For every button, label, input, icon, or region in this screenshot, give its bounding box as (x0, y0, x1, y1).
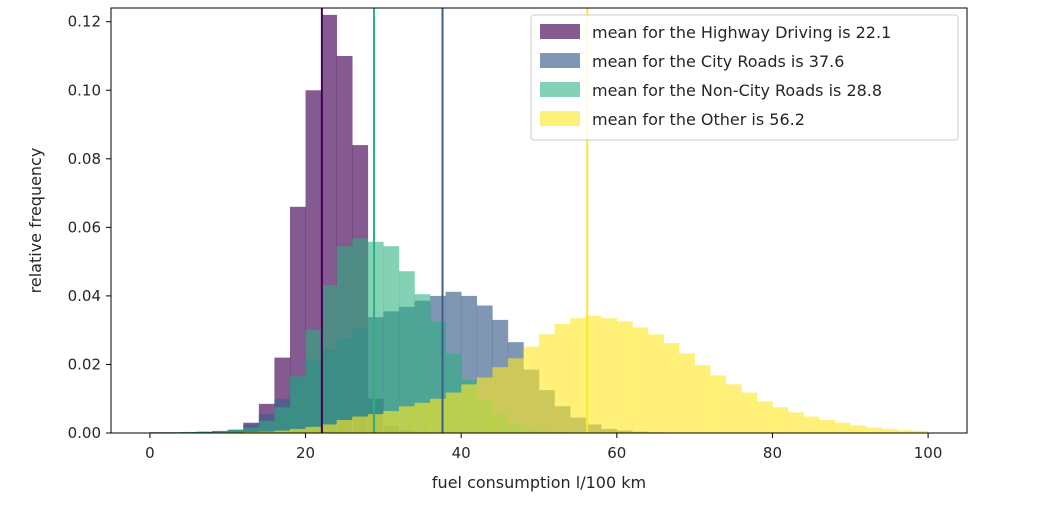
histogram-bar (290, 429, 306, 433)
legend-entry-label: mean for the Highway Driving is 22.1 (592, 23, 891, 42)
histogram-bar (259, 421, 275, 433)
histogram-bar (664, 343, 680, 433)
histogram-bar (741, 393, 757, 433)
histogram-bar (726, 384, 742, 433)
legend-entry-label: mean for the Other is 56.2 (592, 110, 805, 129)
histogram-bar (523, 347, 539, 433)
histogram-bar (881, 429, 897, 433)
histogram-bar (321, 285, 337, 433)
histogram-bar (446, 393, 462, 433)
legend-entry-label: mean for the Non-City Roads is 28.8 (592, 81, 882, 100)
histogram-bar (710, 375, 726, 433)
histogram-bar (648, 334, 664, 433)
x-axis-label: fuel consumption l/100 km (432, 473, 646, 492)
histogram-bar (477, 377, 493, 433)
x-tick-label: 80 (763, 444, 782, 462)
histogram-bar (539, 334, 555, 433)
histogram-bar (819, 420, 835, 433)
x-tick-label: 0 (145, 444, 155, 462)
histogram-bar (850, 425, 866, 433)
legend-swatch (540, 53, 580, 68)
legend-swatch (540, 111, 580, 126)
histogram-bar (555, 324, 571, 433)
histogram-bar (337, 246, 353, 433)
legend-entry-label: mean for the City Roads is 37.6 (592, 52, 844, 71)
y-tick-label: 0.12 (68, 13, 101, 31)
legend-swatch (540, 82, 580, 97)
histogram-bar (414, 403, 430, 433)
histogram-bar (337, 420, 353, 433)
x-tick-label: 100 (914, 444, 943, 462)
histogram-bar (679, 353, 695, 433)
histogram-bar (383, 246, 399, 433)
histogram-bar (368, 242, 384, 433)
y-tick-label: 0.04 (68, 287, 101, 305)
y-tick-label: 0.10 (68, 81, 101, 99)
histogram-bar (492, 367, 508, 433)
x-tick-label: 20 (296, 444, 315, 462)
y-tick-label: 0.00 (68, 424, 101, 442)
histogram-bar (430, 399, 446, 433)
histogram-bar (570, 318, 586, 433)
x-tick-label: 40 (452, 444, 471, 462)
histogram-bar (321, 424, 337, 433)
histogram-bar (788, 412, 804, 433)
histogram-bar (632, 327, 648, 433)
histogram-bar (601, 318, 617, 433)
y-tick-label: 0.06 (68, 218, 101, 236)
histogram-bar (835, 423, 851, 433)
histogram-bar (274, 407, 290, 433)
histogram-bar (352, 238, 368, 433)
histogram-bar (306, 330, 322, 433)
histogram-bar (508, 358, 524, 433)
histogram-bar (399, 406, 415, 433)
legend-swatch (540, 24, 580, 39)
histogram-bar (757, 401, 773, 433)
x-tick-label: 60 (607, 444, 626, 462)
histogram-bar (772, 407, 788, 433)
histogram-bar (352, 417, 368, 433)
legend: mean for the Highway Driving is 22.1 mean… (531, 15, 958, 140)
y-tick-label: 0.02 (68, 355, 101, 373)
histogram-bar (804, 417, 820, 433)
histogram-bar (866, 428, 882, 433)
histogram-bar (368, 414, 384, 433)
histogram-bar (290, 376, 306, 433)
histogram-bar (383, 411, 399, 433)
histogram-bar (695, 365, 711, 433)
histogram-bar (306, 427, 322, 433)
y-tick-label: 0.08 (68, 150, 101, 168)
y-axis-label: relative frequency (26, 148, 45, 294)
histogram-bar (461, 384, 477, 433)
histogram-bar (617, 322, 633, 433)
